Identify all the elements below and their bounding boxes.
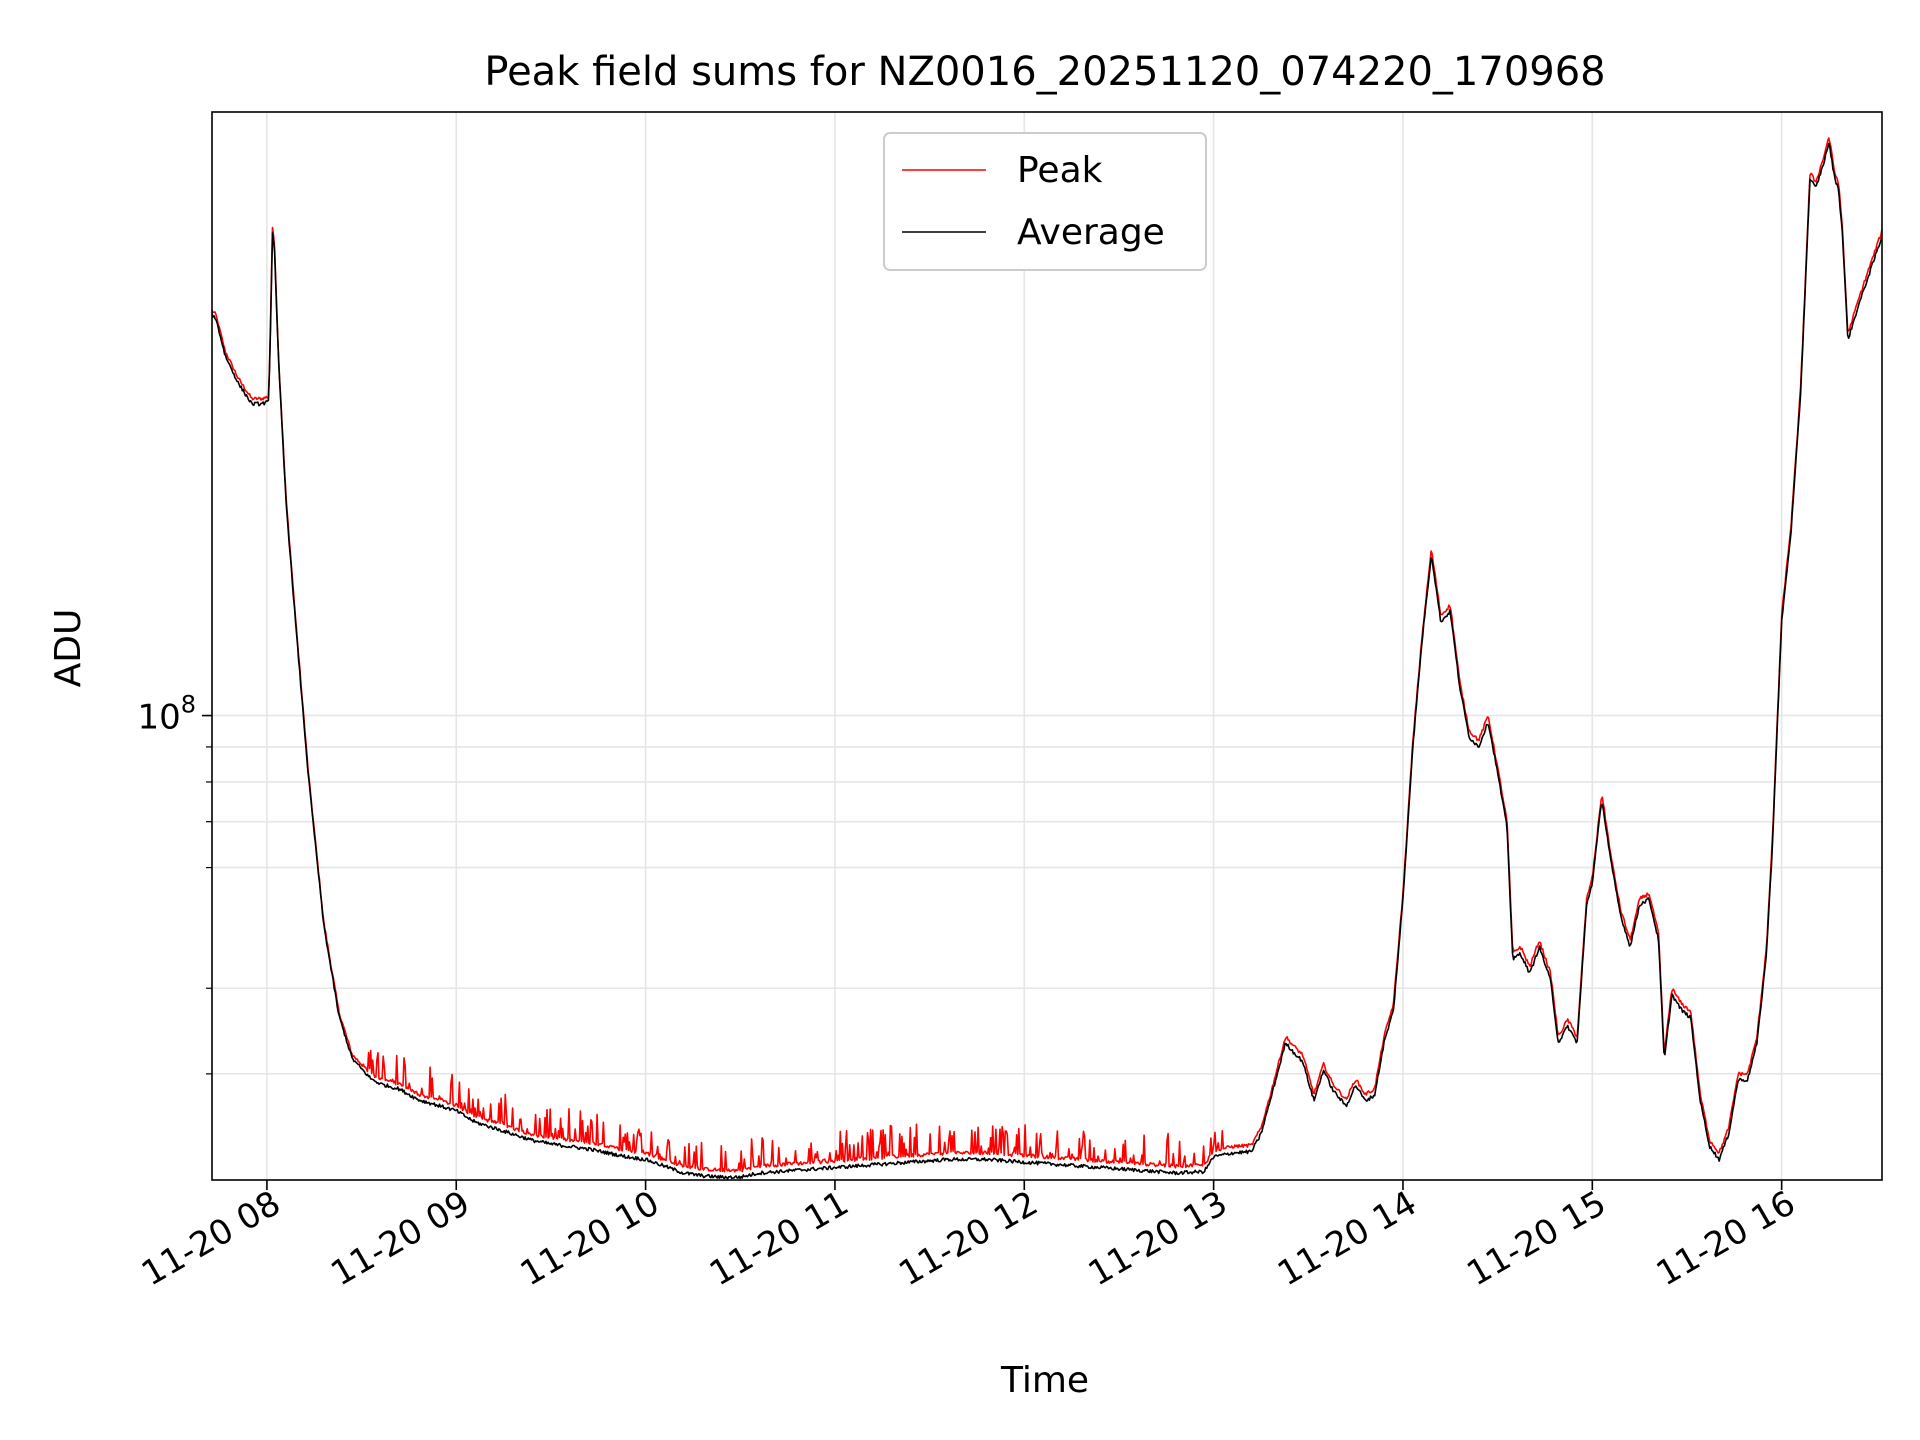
series-line-average xyxy=(212,142,1882,1180)
y-tick-label-base: 10 xyxy=(137,698,180,738)
plot-area xyxy=(212,137,1882,1180)
legend-average-label: Average xyxy=(1017,212,1165,253)
x-axis-label: Time xyxy=(1000,1360,1089,1401)
grid xyxy=(212,112,1882,1180)
y-tick-label: 108 xyxy=(137,691,196,738)
legend-peak-label: Peak xyxy=(1017,150,1103,191)
legend: Peak Average xyxy=(883,132,1207,271)
series-layer xyxy=(212,137,1882,1180)
y-axis-label: ADU xyxy=(48,609,89,688)
plot-frame xyxy=(211,111,1883,1181)
legend-box xyxy=(883,132,1207,271)
chart-title: Peak field sums for NZ0016_20251120_0742… xyxy=(484,49,1605,95)
y-tick-label-exponent: 8 xyxy=(181,691,196,719)
series-line-peak xyxy=(212,137,1882,1173)
